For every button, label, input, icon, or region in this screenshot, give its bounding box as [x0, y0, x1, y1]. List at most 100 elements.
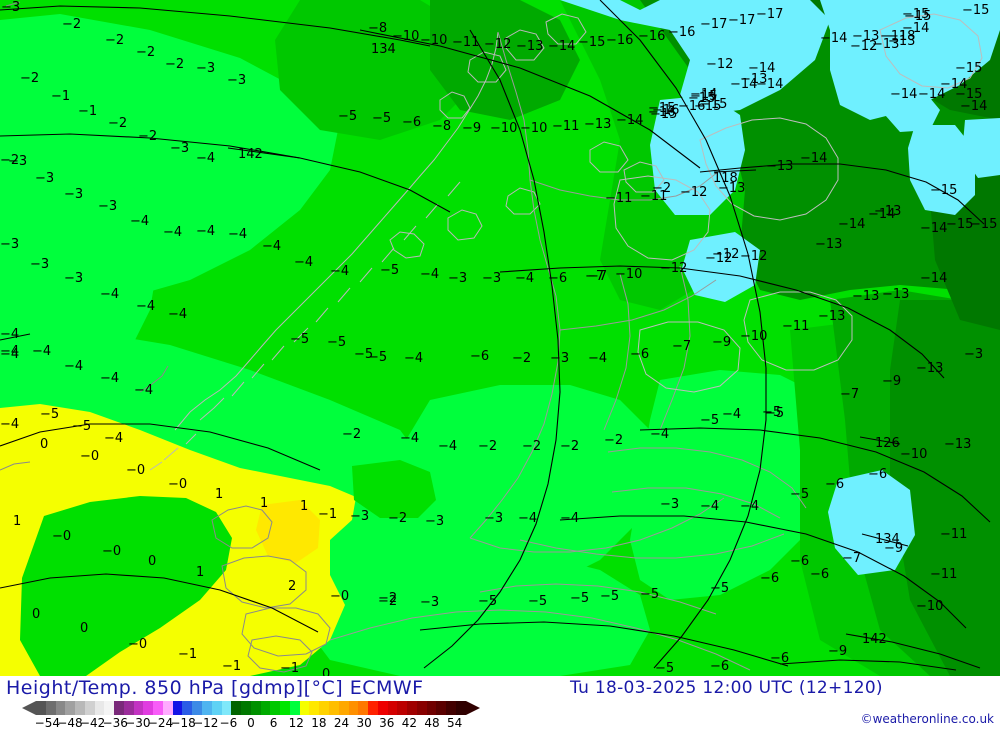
temperature-label: −6 — [470, 349, 490, 364]
temperature-label: −2 — [108, 116, 128, 131]
temp-band-cyan-7 — [682, 232, 760, 302]
colorbar-tick: 24 — [333, 716, 350, 730]
temperature-label: −4 — [262, 239, 282, 254]
temperature-label: −5 — [372, 111, 392, 126]
temperature-label: −3 — [420, 595, 440, 610]
temperature-label: −2 — [604, 433, 624, 448]
temperature-label: −13 — [584, 117, 612, 132]
temperature-label: −4 — [330, 264, 350, 279]
temperature-label: −15 — [578, 35, 606, 50]
temperature-label: −6 — [790, 554, 810, 569]
temperature-label: −11 — [930, 567, 958, 582]
temp-band-cyan-5 — [885, 92, 940, 132]
temperature-label: −4 — [515, 271, 535, 286]
temperature-label: −2 — [138, 129, 158, 144]
height-contour-label: 134 — [875, 532, 900, 547]
colorbar-swatch — [250, 701, 261, 715]
map-canvas[interactable]: −2 −2 −2 −2 −3 −3 −3 −2 −1 −1 −2 −2 −3 −4 −2 −3 −3 −3 −3 −4… — [0, 0, 1000, 676]
temperature-label: −3 — [30, 257, 50, 272]
temperature-label: −3 — [227, 73, 247, 88]
temperature-label: −13 — [872, 37, 900, 52]
chart-title: Height/Temp. 850 hPa [gdmp][°C] ECMWF — [6, 677, 424, 699]
temperature-label: −5 — [762, 405, 782, 420]
temperature-label: 1 — [13, 514, 22, 529]
temperature-label: −4 — [100, 287, 120, 302]
temperature-label: −15 — [962, 3, 990, 18]
temperature-label: −2 — [652, 181, 672, 196]
temperature-label: −11 — [940, 527, 968, 542]
temperature-label: −4 — [64, 359, 84, 374]
temperature-label: −1 — [78, 104, 98, 119]
temp-band-cyan-9 — [962, 118, 1000, 178]
temperature-label: −4 — [104, 431, 124, 446]
colorbar-tick: −42 — [79, 716, 106, 730]
map-svg — [0, 0, 1000, 676]
temp-band-dark-green-2 — [430, 0, 580, 120]
temperature-label: −3 — [35, 171, 55, 186]
temp-band-bright-green-5 — [630, 370, 840, 600]
colorbar-tick: 54 — [447, 716, 463, 730]
temperature-label: −1 — [51, 89, 71, 104]
temperature-label: −5 — [478, 594, 498, 609]
temperature-label: 0 — [32, 607, 41, 622]
colorbar-swatch — [211, 701, 222, 715]
temperature-label: −3 — [98, 199, 118, 214]
temperature-label: −2 — [165, 57, 185, 72]
colorbar — [22, 701, 480, 715]
temperature-label: −5 — [380, 263, 400, 278]
temperature-label: −13 — [944, 437, 972, 452]
temperature-label: −9 — [828, 644, 848, 659]
temperature-label: −10 — [916, 599, 944, 614]
colorbar-tick-labels: −54 −48 −42 −36 −30 −24 −18 −12 −6 0 6 12 18 24 30 36 42… — [22, 716, 480, 730]
temperature-label: −14 — [960, 99, 988, 114]
temperature-label: −5 — [368, 350, 388, 365]
colorbar-tick: 6 — [269, 716, 278, 730]
temperature-label: −16 — [668, 25, 696, 40]
colorbar-swatch — [377, 701, 388, 715]
colorbar-swatch — [84, 701, 95, 715]
colorbar-swatch — [397, 701, 408, 715]
temperature-label: −5 — [40, 407, 60, 422]
colorbar-swatch — [348, 701, 359, 715]
temperature-label: −4 — [0, 417, 20, 432]
temperature-label: −9 — [882, 374, 902, 389]
temperature-label: −14 — [820, 31, 848, 46]
temperature-label: −11 — [552, 119, 580, 134]
colorbar-swatch — [65, 701, 76, 715]
colorbar-swatch — [202, 701, 212, 715]
colorbar-swatch — [123, 701, 134, 715]
temperature-label: −3 — [0, 237, 20, 252]
temperature-label: −12 — [712, 247, 740, 262]
colorbar-tick: 12 — [288, 716, 304, 730]
temperature-label: −10 — [420, 33, 448, 48]
temperature-label: −4 — [700, 499, 720, 514]
temp-band-cyan-2 — [820, 0, 1000, 120]
colorbar-swatch — [368, 701, 378, 715]
temperature-label: −17 — [728, 13, 756, 28]
temperature-label: −0 — [126, 463, 146, 478]
temperature-label: −4 — [560, 511, 580, 526]
temperature-label: −3 — [482, 271, 502, 286]
colorbar-swatch — [260, 701, 271, 715]
temperature-label: −0 — [128, 637, 148, 652]
temperature-label: −11 — [640, 189, 668, 204]
temperature-label: −5 — [570, 591, 590, 606]
colorbar-swatch — [182, 701, 193, 715]
temperature-label: −10 — [900, 447, 928, 462]
colorbar-swatch — [416, 701, 427, 715]
temperature-label: −8 — [432, 119, 452, 134]
colorbar-swatch — [143, 701, 154, 715]
temperature-label: −6 — [825, 477, 845, 492]
temperature-label: −6 — [630, 347, 650, 362]
height-contour-layer — [0, 0, 991, 671]
temperature-label: −14 — [800, 151, 828, 166]
temperature-label: −3 — [448, 271, 468, 286]
footer-title-row: Height/Temp. 850 hPa [gdmp][°C] ECMWF Tu… — [0, 676, 1000, 700]
temperature-label: −15 — [955, 87, 983, 102]
temperature-label: 0 — [80, 621, 89, 636]
temperature-label: −12 — [850, 39, 878, 54]
temperature-label: −4 — [518, 511, 538, 526]
temperature-label: 1 — [260, 496, 269, 511]
temperature-label: −14 — [868, 207, 896, 222]
